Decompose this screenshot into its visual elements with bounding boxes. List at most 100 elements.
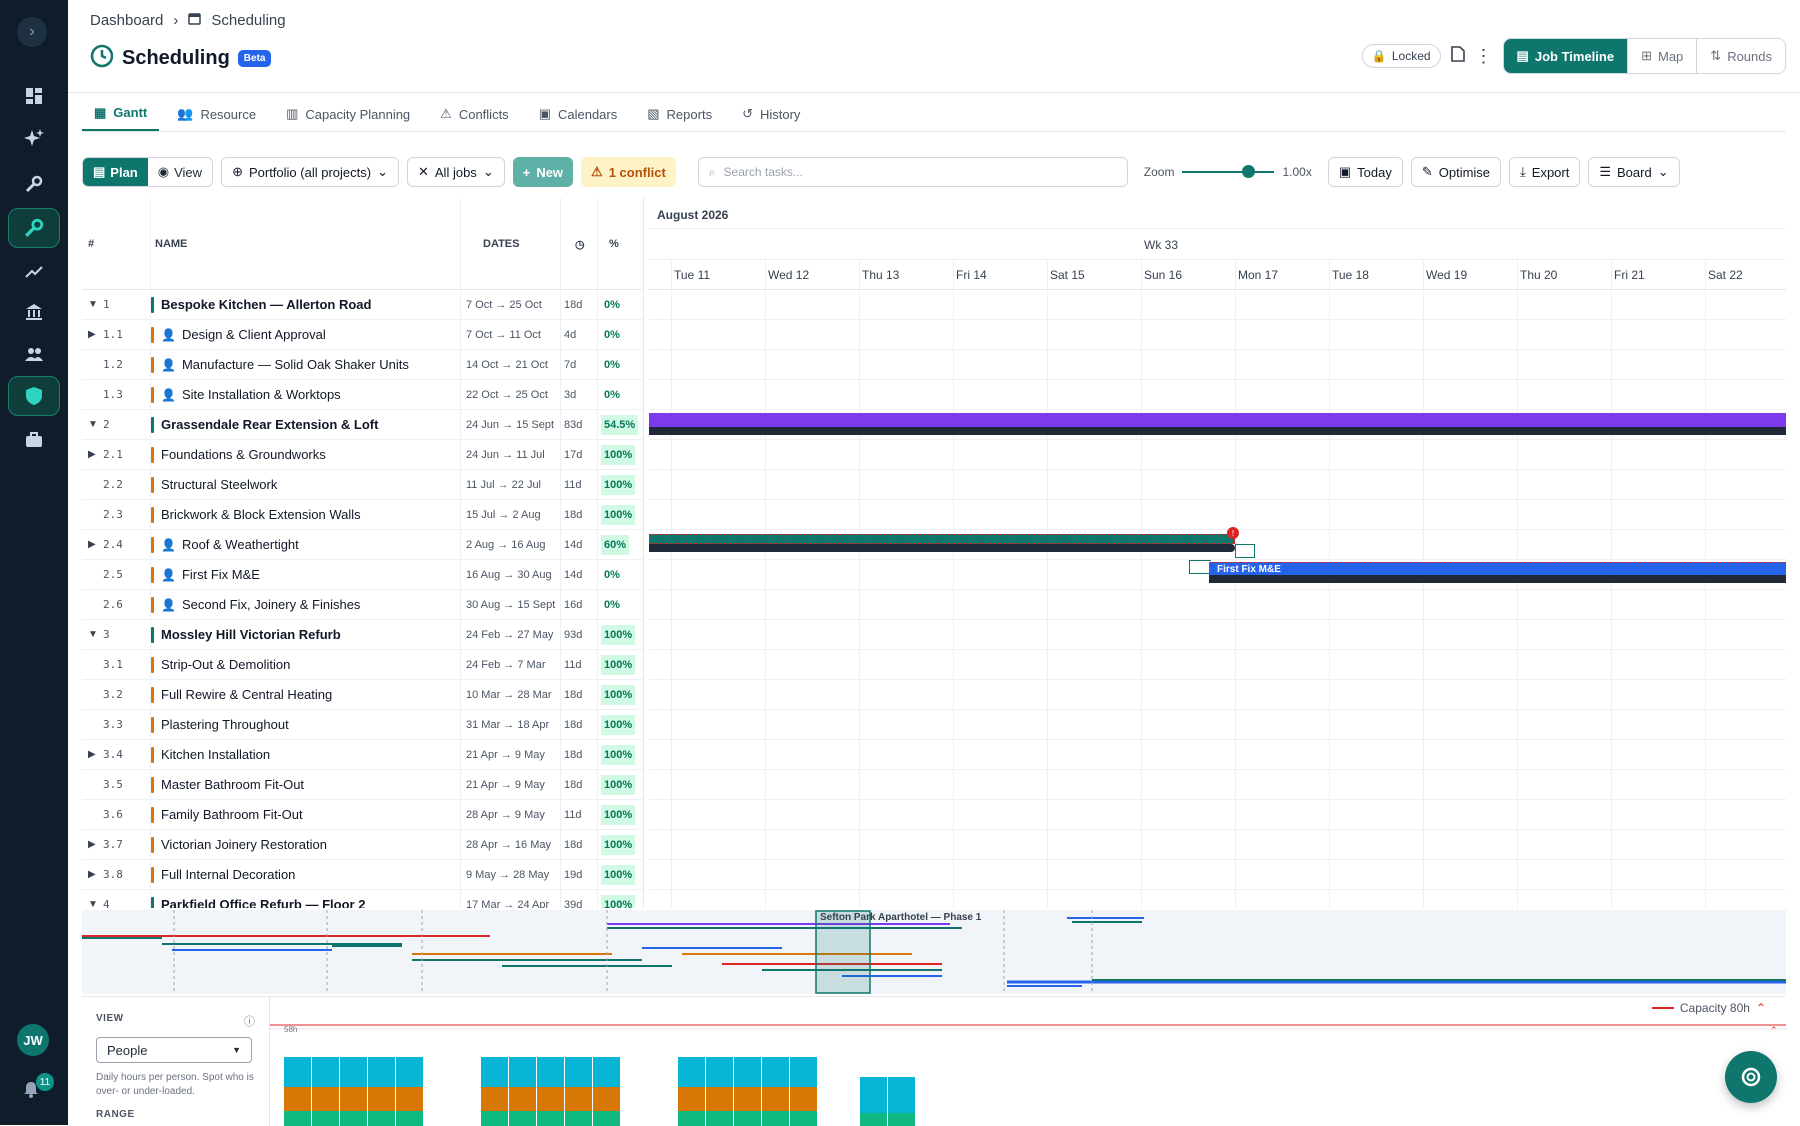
col-pct[interactable]: % [609, 238, 619, 250]
row-name[interactable]: Full Rewire & Central Heating [161, 687, 332, 702]
job-timeline-button[interactable]: ▤ Job Timeline [1503, 39, 1628, 73]
table-row[interactable]: ▶ 2.1 Foundations & Groundworks 24 Jun → 11… [82, 440, 643, 470]
document-icon[interactable] [1450, 45, 1465, 67]
board-select[interactable]: ☰ Board ⌄ [1588, 157, 1680, 187]
row-name[interactable]: Plastering Throughout [161, 717, 289, 732]
table-row[interactable]: ▶ 1.1 👤 Design & Client Approval 7 Oct → 11 … [82, 320, 643, 350]
table-row[interactable]: ▼ 3 Mossley Hill Victorian Refurb 24 Feb → … [82, 620, 643, 650]
view-button[interactable]: ◉ View [148, 158, 212, 186]
capacity-bar-segment[interactable] [888, 1077, 915, 1113]
capacity-bar-segment[interactable] [790, 1087, 817, 1111]
row-name[interactable]: Kitchen Installation [161, 747, 270, 762]
table-row[interactable]: ▶ 3.4 Kitchen Installation 21 Apr → 9 May 18… [82, 740, 643, 770]
capacity-bar-segment[interactable] [593, 1057, 620, 1087]
row-name[interactable]: Mossley Hill Victorian Refurb [161, 627, 341, 642]
capacity-bar-segment[interactable] [509, 1087, 536, 1111]
zoom-slider[interactable] [1182, 165, 1275, 178]
rounds-button[interactable]: ⇅ Rounds [1696, 39, 1785, 73]
capacity-bar-segment[interactable] [368, 1057, 395, 1087]
row-name[interactable]: Brickwork & Block Extension Walls [161, 507, 361, 522]
table-row[interactable]: ▼ 1 Bespoke Kitchen — Allerton Road 7 Oct →… [82, 290, 643, 320]
table-row[interactable]: 2.5 👤 First Fix M&E 16 Aug → 30 Aug 14d 0% [82, 560, 643, 590]
map-button[interactable]: ⊞ Map [1627, 39, 1696, 73]
expand-sidebar-button[interactable]: › [17, 17, 47, 47]
table-row[interactable]: 1.2 👤 Manufacture — Solid Oak Shaker Units… [82, 350, 643, 380]
capacity-bar-segment[interactable] [368, 1111, 395, 1126]
conflict-alert-icon[interactable]: ! [1227, 527, 1239, 539]
capacity-bar-segment[interactable] [734, 1057, 761, 1087]
row-name[interactable]: 👤 Roof & Weathertight [161, 537, 299, 552]
capacity-bar-segment[interactable] [762, 1111, 789, 1126]
info-icon[interactable]: ⓘ [244, 1016, 255, 1028]
capacity-bar-segment[interactable] [790, 1057, 817, 1087]
capacity-bar-segment[interactable] [481, 1111, 508, 1126]
expand-toggle-icon[interactable]: ▼ [88, 419, 98, 430]
roof-weathertight-bar[interactable] [649, 534, 1235, 544]
people-nav-icon[interactable] [8, 334, 60, 374]
user-avatar[interactable]: JW [17, 1024, 49, 1056]
expand-toggle-icon[interactable]: ▶ [88, 749, 96, 760]
expand-toggle-icon[interactable]: ▶ [88, 839, 96, 850]
timeline-minimap[interactable]: Sefton Park Aparthotel — Phase 1 [82, 910, 1786, 994]
row-name[interactable]: Strip-Out & Demolition [161, 657, 290, 672]
row-name[interactable]: Family Bathroom Fit-Out [161, 807, 303, 822]
capacity-bar-segment[interactable] [537, 1111, 564, 1126]
capacity-bar-segment[interactable] [888, 1113, 915, 1126]
locked-toggle[interactable]: 🔒 Locked [1361, 44, 1441, 68]
expand-toggle-icon[interactable]: ▼ [88, 899, 98, 908]
project-bar-grassendale[interactable] [649, 413, 1786, 427]
breadcrumb-root[interactable]: Dashboard [90, 12, 164, 29]
capacity-bar-segment[interactable] [565, 1057, 592, 1087]
trend-nav-icon[interactable] [8, 252, 60, 292]
capacity-bar-segment[interactable] [396, 1087, 423, 1111]
capacity-bar-segment[interactable] [678, 1057, 705, 1087]
capacity-bar-segment[interactable] [678, 1111, 705, 1126]
row-name[interactable]: Bespoke Kitchen — Allerton Road [161, 297, 371, 312]
bell-icon[interactable] [22, 1080, 40, 1103]
row-name[interactable]: Grassendale Rear Extension & Loft [161, 417, 378, 432]
expand-toggle-icon[interactable]: ▼ [88, 299, 98, 310]
more-options-icon[interactable]: ⋮ [1474, 45, 1493, 66]
shield-nav-icon[interactable] [8, 376, 60, 416]
row-name[interactable]: 👤 First Fix M&E [161, 567, 260, 582]
capacity-bar-segment[interactable] [593, 1087, 620, 1111]
capacity-bar-segment[interactable] [312, 1111, 339, 1126]
capacity-bar-segment[interactable] [368, 1087, 395, 1111]
row-name[interactable]: Foundations & Groundworks [161, 447, 326, 462]
row-name[interactable]: Parkfield Office Refurb — Floor 2 [161, 897, 365, 908]
table-row[interactable]: ▶ 2.4 👤 Roof & Weathertight 2 Aug → 16 Aug 14… [82, 530, 643, 560]
today-button[interactable]: ▣ Today [1327, 157, 1403, 187]
capacity-bar-segment[interactable] [396, 1111, 423, 1126]
capacity-bar-segment[interactable] [340, 1087, 367, 1111]
capacity-bar-segment[interactable] [762, 1057, 789, 1087]
capacity-bar-segment[interactable] [396, 1057, 423, 1087]
row-name[interactable]: 👤 Second Fix, Joinery & Finishes [161, 597, 360, 612]
capacity-bar-segment[interactable] [762, 1087, 789, 1111]
tab-history[interactable]: ↺ History [730, 96, 812, 132]
search-input[interactable]: ⌕ Search tasks... [697, 157, 1128, 187]
expand-toggle-icon[interactable]: ▶ [88, 449, 96, 460]
capacity-bar-segment[interactable] [706, 1057, 733, 1087]
assistant-fab-button[interactable] [1725, 1051, 1777, 1103]
tab-calendars[interactable]: ▣ Calendars [527, 96, 630, 132]
row-name[interactable]: 👤 Design & Client Approval [161, 327, 326, 342]
capacity-bar-segment[interactable] [284, 1057, 311, 1087]
capacity-bar-segment[interactable] [509, 1111, 536, 1126]
table-row[interactable]: 3.3 Plastering Throughout 31 Mar → 18 Apr 1… [82, 710, 643, 740]
view-select[interactable]: People ▼ [96, 1037, 252, 1063]
capacity-bar-segment[interactable] [312, 1057, 339, 1087]
row-name[interactable]: Victorian Joinery Restoration [161, 837, 327, 852]
capacity-bar-segment[interactable] [790, 1111, 817, 1126]
capacity-bar-segment[interactable] [734, 1111, 761, 1126]
table-row[interactable]: 2.3 Brickwork & Block Extension Walls 15 J… [82, 500, 643, 530]
capacity-bar-segment[interactable] [340, 1057, 367, 1087]
capacity-bar-segment[interactable] [678, 1087, 705, 1111]
new-button[interactable]: + New [512, 157, 574, 187]
row-name[interactable]: Structural Steelwork [161, 477, 277, 492]
capacity-bar-segment[interactable] [593, 1111, 620, 1126]
capacity-bar-segment[interactable] [565, 1087, 592, 1111]
row-name[interactable]: Master Bathroom Fit-Out [161, 777, 304, 792]
capacity-bar-segment[interactable] [860, 1077, 887, 1113]
capacity-bar-segment[interactable] [706, 1087, 733, 1111]
dashboard-nav-icon[interactable] [8, 76, 60, 116]
